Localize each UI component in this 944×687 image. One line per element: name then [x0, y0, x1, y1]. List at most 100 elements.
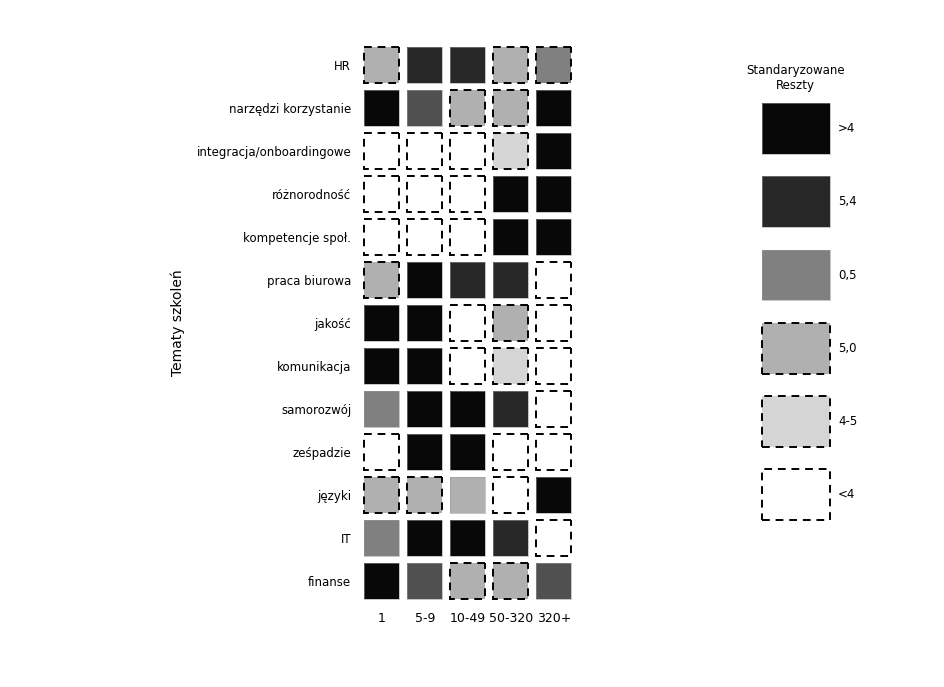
Bar — [535, 434, 571, 469]
Bar — [363, 90, 399, 126]
Bar — [449, 348, 485, 383]
Bar — [363, 348, 399, 383]
Text: 0,5: 0,5 — [837, 269, 856, 282]
Bar — [363, 305, 399, 341]
Bar — [493, 133, 528, 168]
Bar — [493, 434, 528, 469]
Bar — [449, 219, 485, 254]
Bar — [535, 434, 571, 469]
Bar — [363, 219, 399, 254]
Bar — [407, 520, 442, 556]
Bar — [761, 469, 829, 520]
Bar — [407, 563, 442, 598]
Bar — [535, 47, 571, 82]
Bar — [493, 177, 528, 212]
Bar — [363, 262, 399, 297]
Bar — [449, 520, 485, 556]
Bar — [535, 219, 571, 254]
Bar — [493, 47, 528, 82]
Bar — [535, 520, 571, 556]
Bar — [761, 323, 829, 374]
Bar — [407, 520, 442, 556]
Bar — [363, 392, 399, 427]
Bar — [493, 563, 528, 598]
Bar — [407, 305, 442, 341]
Bar — [449, 177, 485, 212]
Bar — [535, 262, 571, 297]
Bar — [535, 177, 571, 212]
Bar — [493, 305, 528, 341]
Bar — [363, 348, 399, 383]
Bar — [449, 47, 485, 82]
Bar — [535, 90, 571, 126]
Bar — [449, 563, 485, 598]
Bar — [535, 219, 571, 254]
Bar — [493, 219, 528, 254]
Bar — [535, 348, 571, 383]
Bar — [407, 348, 442, 383]
Bar — [535, 133, 571, 168]
Bar — [407, 219, 442, 254]
Bar — [535, 392, 571, 427]
Bar — [493, 348, 528, 383]
Bar — [493, 348, 528, 383]
Bar — [407, 563, 442, 598]
Bar — [535, 90, 571, 126]
Bar — [363, 563, 399, 598]
Bar — [493, 477, 528, 513]
Bar — [449, 90, 485, 126]
Bar — [493, 477, 528, 513]
Bar — [493, 520, 528, 556]
Bar — [761, 177, 829, 227]
Bar — [535, 348, 571, 383]
Bar — [407, 177, 442, 212]
Bar — [535, 262, 571, 297]
Bar — [761, 249, 829, 300]
Bar — [535, 392, 571, 427]
Bar — [407, 177, 442, 212]
Bar — [407, 348, 442, 383]
Bar — [407, 90, 442, 126]
Bar — [761, 469, 829, 520]
Bar — [535, 477, 571, 513]
Bar — [407, 47, 442, 82]
Bar — [407, 133, 442, 168]
Bar — [407, 477, 442, 513]
Bar — [493, 392, 528, 427]
Bar — [535, 133, 571, 168]
Bar — [449, 305, 485, 341]
Bar — [493, 133, 528, 168]
Bar — [363, 520, 399, 556]
Bar — [761, 323, 829, 374]
Bar — [449, 133, 485, 168]
Bar — [493, 262, 528, 297]
Bar — [407, 262, 442, 297]
Bar — [493, 392, 528, 427]
Bar — [407, 477, 442, 513]
Bar — [449, 563, 485, 598]
Bar — [407, 434, 442, 469]
Bar — [535, 563, 571, 598]
Bar — [493, 90, 528, 126]
Bar — [449, 477, 485, 513]
Bar — [493, 262, 528, 297]
Bar — [493, 305, 528, 341]
Text: <4: <4 — [837, 488, 854, 502]
Bar — [535, 520, 571, 556]
Bar — [407, 90, 442, 126]
Bar — [363, 262, 399, 297]
Bar — [363, 563, 399, 598]
Bar — [761, 396, 829, 447]
Bar — [535, 177, 571, 212]
Bar — [363, 434, 399, 469]
Bar — [363, 90, 399, 126]
Bar — [363, 477, 399, 513]
Bar — [449, 434, 485, 469]
Bar — [449, 477, 485, 513]
Bar — [535, 563, 571, 598]
Bar — [493, 219, 528, 254]
Bar — [363, 133, 399, 168]
Bar — [493, 434, 528, 469]
Bar — [363, 392, 399, 427]
Bar — [449, 434, 485, 469]
